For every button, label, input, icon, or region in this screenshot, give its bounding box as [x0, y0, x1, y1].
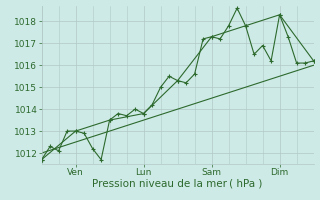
X-axis label: Pression niveau de la mer ( hPa ): Pression niveau de la mer ( hPa )	[92, 179, 263, 189]
